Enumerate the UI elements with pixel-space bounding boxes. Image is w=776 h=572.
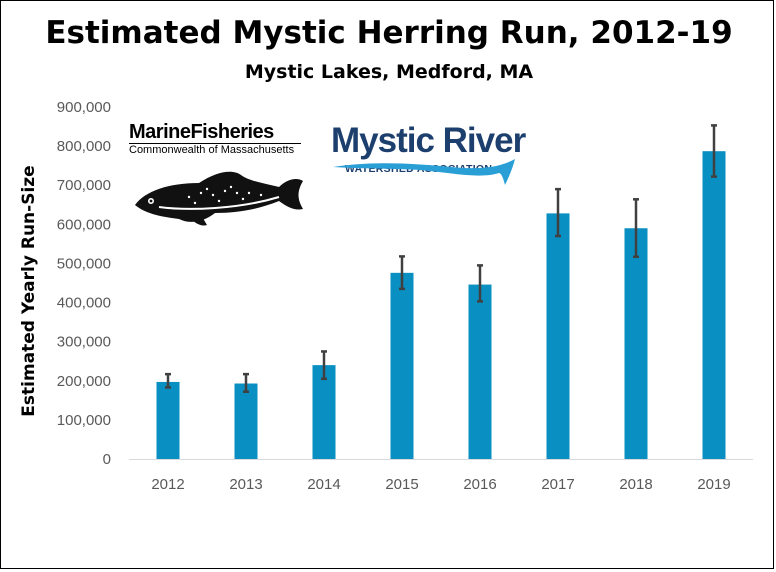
y-tick-label: 200,000 [57,373,111,390]
y-tick-label: 700,000 [57,177,111,194]
y-tick-label: 300,000 [57,334,111,351]
bar-2012 [156,381,180,459]
y-tick-label: 900,000 [57,99,111,116]
bar-2019 [702,151,726,459]
error-bar-2012 [165,372,171,389]
error-bars [165,124,717,393]
y-tick-label: 100,000 [57,412,111,429]
error-bar-2016 [477,264,483,303]
error-bar-2017 [555,187,561,238]
x-tick-label: 2014 [307,476,340,493]
mystic-river-name: Mystic River [331,121,526,160]
marine-fisheries-logo: MarineFisheries Commonwealth of Massachu… [129,121,309,157]
bar-2018 [624,228,648,459]
marine-fisheries-name: MarineFisheries [129,121,274,143]
y-tick-label: 600,000 [57,216,111,233]
chart-subtitle: Mystic Lakes, Medford, MA [244,61,534,83]
error-bar-2014 [321,350,327,381]
y-tick-label: 800,000 [57,138,111,155]
bar-2014 [312,365,336,459]
y-tick-label: 0 [103,451,111,468]
bar-2015 [390,272,414,459]
x-tick-label: 2017 [541,476,574,493]
wave-icon [333,159,515,185]
x-tick-label: 2012 [151,476,184,493]
x-tick-label: 2019 [697,476,730,493]
x-tick-label: 2018 [619,476,652,493]
bar-2017 [546,213,570,459]
x-tick-label: 2016 [463,476,496,493]
marine-fisheries-subtitle: Commonwealth of Massachusetts [129,143,301,157]
chart-title: Estimated Mystic Herring Run, 2012-19 [45,15,733,51]
x-tick-label: 2013 [229,476,262,493]
y-axis: 0 100,000 200,000 300,000 400,000 500,000 600,… [57,99,111,468]
y-tick-label: 400,000 [57,295,111,312]
error-bar-2018 [633,198,639,259]
error-bar-2019 [711,124,717,178]
bars [156,151,726,459]
bar-2013 [234,383,258,459]
error-bar-2015 [399,255,405,291]
y-tick-label: 500,000 [57,255,111,272]
error-bar-2013 [243,372,249,393]
fish-icon [135,171,303,226]
x-axis: 2012 2013 2014 2015 2016 2017 2018 2019 [151,476,730,493]
x-tick-label: 2015 [385,476,418,493]
bar-2016 [468,284,492,459]
